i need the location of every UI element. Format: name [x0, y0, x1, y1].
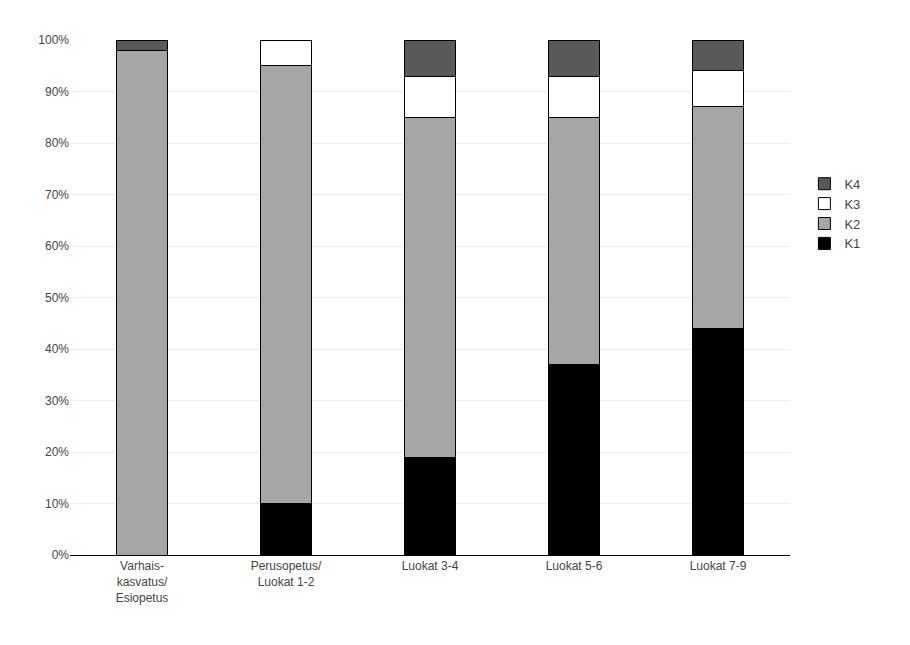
svg-text:Luokat 3-4: Luokat 3-4	[402, 559, 459, 573]
svg-text:0%: 0%	[52, 548, 70, 562]
svg-text:Perusopetus/Luokat 1-2: Perusopetus/Luokat 1-2	[251, 559, 322, 589]
svg-text:60%: 60%	[45, 239, 69, 253]
svg-text:Luokat 7-9: Luokat 7-9	[690, 559, 747, 573]
svg-text:50%: 50%	[45, 291, 69, 305]
svg-text:90%: 90%	[45, 85, 69, 99]
svg-text:80%: 80%	[45, 136, 69, 150]
svg-text:30%: 30%	[45, 394, 69, 408]
svg-text:40%: 40%	[45, 342, 69, 356]
svg-text:K2: K2	[844, 217, 860, 232]
svg-text:Varhais-kasvatus/Esiopetus: Varhais-kasvatus/Esiopetus	[116, 559, 169, 604]
svg-text:20%: 20%	[45, 445, 69, 459]
svg-text:10%: 10%	[45, 497, 69, 511]
svg-text:K1: K1	[844, 236, 860, 251]
svg-text:K4: K4	[844, 177, 860, 192]
svg-text:K3: K3	[844, 197, 860, 212]
svg-text:Luokat 5-6: Luokat 5-6	[546, 559, 603, 573]
svg-text:70%: 70%	[45, 188, 69, 202]
svg-text:100%: 100%	[38, 33, 69, 47]
